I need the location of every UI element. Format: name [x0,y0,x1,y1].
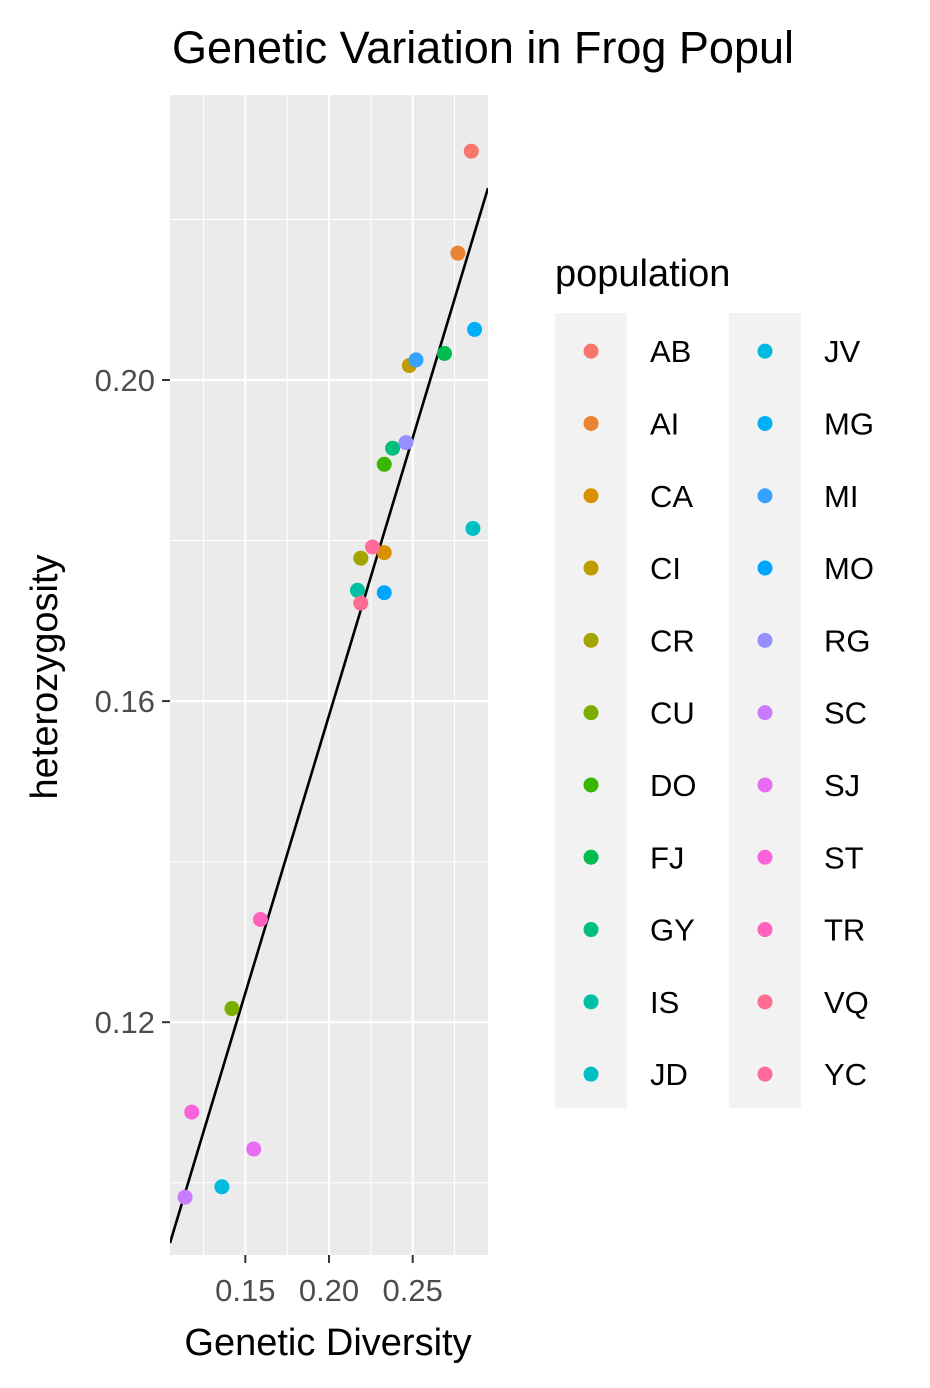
data-point-cu [224,1001,240,1017]
x-axis-title: Genetic Diversity [184,1322,471,1364]
legend-swatch-gy [583,922,599,938]
legend-swatch-fj [583,849,599,865]
legend-label-mg: MG [824,406,874,441]
y-tick-label: 0.12 [95,1005,155,1040]
legend-swatch-ai [583,415,599,431]
legend-swatch-ca [583,488,599,504]
legend-swatch-do [583,777,599,793]
data-point-jd [465,520,481,536]
legend-label-gy: GY [650,913,695,948]
legend-swatch-mi [757,488,773,504]
legend-label-tr: TR [824,913,865,948]
data-point-yc [365,539,381,555]
data-point-mg [467,321,483,337]
legend-label-ai: AI [650,406,679,441]
legend-label-cu: CU [650,696,695,731]
y-tick-label: 0.20 [95,363,155,398]
legend-label-st: ST [824,840,864,875]
legend-swatch-cu [583,705,599,721]
legend-swatch-mg [757,415,773,431]
legend-label-rg: RG [824,623,871,658]
legend-label-cr: CR [650,623,695,658]
data-point-rg [398,435,414,451]
x-tick-label: 0.20 [299,1273,359,1308]
legend-label-mi: MI [824,479,858,514]
legend-swatch-cr [583,632,599,648]
trend-line-group [170,187,488,1244]
trend-line [170,187,488,1244]
data-point-ai [450,245,466,261]
legend-swatch-jv [757,343,773,359]
legend-swatch-sc [757,705,773,721]
chart-title: Genetic Variation in Frog Popul [172,22,794,73]
legend-label-yc: YC [824,1057,867,1092]
legend-swatch-is [583,994,599,1010]
data-point-tr [252,911,268,927]
legend-label-mo: MO [824,551,874,586]
x-tick-label: 0.15 [215,1273,275,1308]
data-point-ab [463,143,479,159]
legend-label-do: DO [650,768,697,803]
legend-label-sj: SJ [824,768,860,803]
legend-swatch-yc [757,1066,773,1082]
data-point-do [376,456,392,472]
data-point-mi [408,352,424,368]
legend-label-ab: AB [650,334,691,369]
legend-swatch-rg [757,632,773,648]
legend-label-fj: FJ [650,840,684,875]
data-point-sc [177,1189,193,1205]
grid-lines [170,95,488,1255]
legend-label-jd: JD [650,1057,688,1092]
legend-swatch-tr [757,922,773,938]
data-points [177,143,483,1205]
legend: population AB AI CA CI CR CU DO FJ GY IS JD JV MG MI M… [555,253,874,1109]
data-point-gy [385,440,401,456]
data-point-is [349,582,365,598]
data-point-fj [436,345,452,361]
data-point-vq [353,595,369,611]
legend-swatch-ci [583,560,599,576]
legend-label-jv: JV [824,334,861,369]
legend-swatch-mo [757,560,773,576]
axes: 0.15 0.20 0.25 0.12 0.16 0.20 [95,363,443,1308]
data-point-mo [376,585,392,601]
legend-label-ca: CA [650,479,693,514]
legend-label-is: IS [650,985,679,1020]
y-axis-title: heterozygosity [24,554,66,799]
y-tick-label: 0.16 [95,684,155,719]
legend-swatch-st [757,849,773,865]
legend-swatch-vq [757,994,773,1010]
legend-swatch-sj [757,777,773,793]
legend-swatch-jd [583,1066,599,1082]
legend-title: population [555,253,730,295]
x-tick-label: 0.25 [383,1273,443,1308]
legend-label-ci: CI [650,551,681,586]
data-point-ca [376,545,392,561]
data-point-jv [214,1179,230,1195]
legend-label-sc: SC [824,696,867,731]
legend-label-vq: VQ [824,985,869,1020]
legend-swatch-ab [583,343,599,359]
data-point-sj [246,1141,262,1157]
data-point-st [184,1104,200,1120]
data-point-cr [353,550,369,566]
